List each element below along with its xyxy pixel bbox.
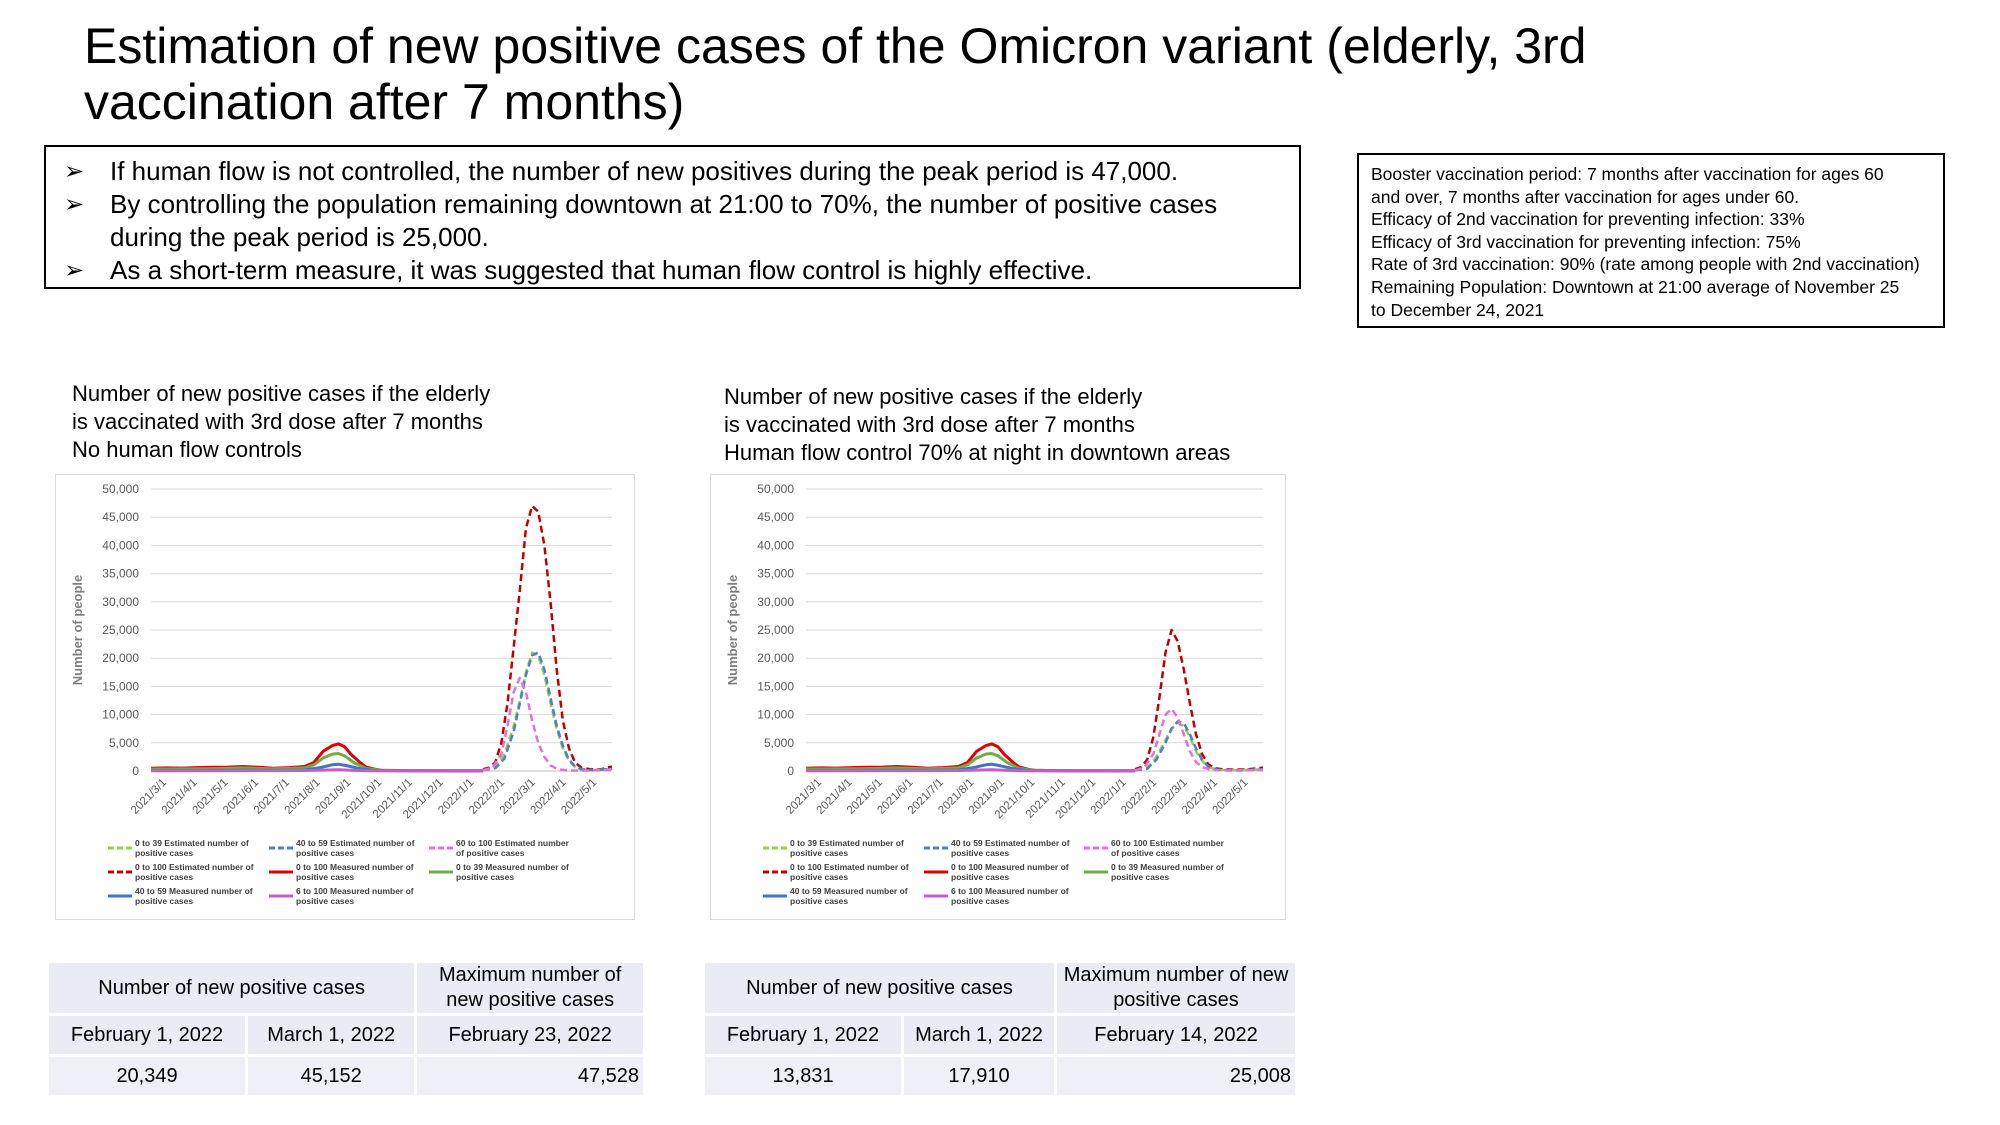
date-cell: March 1, 2022	[904, 1016, 1054, 1054]
date-cell: February 23, 2022	[417, 1016, 643, 1054]
date-cell: March 1, 2022	[248, 1016, 415, 1054]
y-tick-label: 25,000	[102, 623, 139, 637]
series-line-e0_100	[1134, 628, 1264, 771]
chart-1-summary-table: Number of new positive cases Maximum num…	[46, 960, 646, 1098]
legend-label: 40 to 59 Estimated number of positive cas…	[951, 838, 1070, 858]
chart-plot-svg: 50,000 45,000 40,000 35,000 30,000 25,000 20,0…	[725, 482, 1264, 906]
chart-2-title: Number of new positive cases if the elde…	[724, 383, 1230, 467]
y-tick-label: 15,000	[757, 679, 794, 693]
legend-label: 0 to 39 Measured number of positive cases	[1111, 862, 1224, 882]
y-tick-label: 35,000	[757, 567, 794, 581]
chart-2-summary-table: Number of new positive cases Maximum num…	[702, 960, 1298, 1098]
chart-title-line: is vaccinated with 3rd dose after 7 mont…	[72, 409, 483, 434]
series-line-e0_39	[1134, 721, 1264, 772]
header-new-cases: Number of new positive cases	[49, 963, 415, 1013]
value-cell: 13,831	[705, 1057, 901, 1095]
value-cell: 45,152	[248, 1057, 415, 1095]
series-line-e40_59	[482, 651, 613, 772]
series-line-e60_100	[482, 676, 613, 772]
legend-label: 0 to 100 Measured number of positive case…	[951, 862, 1069, 882]
assumption-line: Booster vaccination period: 7 months aft…	[1371, 164, 1884, 184]
header-new-cases: Number of new positive cases	[705, 963, 1054, 1013]
y-tick-label: 45,000	[757, 510, 794, 524]
chart-1-title: Number of new positive cases if the elde…	[72, 380, 490, 464]
assumption-line: Efficacy of 3rd vaccination for preventi…	[1371, 231, 1801, 252]
chart-plot-svg: 50,000 45,000 40,000 35,000 30,000 25,000 20,0…	[70, 482, 613, 906]
assumption-line: to December 24, 2021	[1371, 299, 1545, 320]
series-line-e60_100	[1134, 707, 1264, 772]
y-tick-label: 20,000	[102, 651, 139, 665]
legend-label: 6 to 100 Measured number of positive case…	[951, 886, 1069, 906]
chart-title-line: Number of new positive cases if the elde…	[724, 384, 1143, 409]
chart-title-line: is vaccinated with 3rd dose after 7 mont…	[724, 412, 1135, 437]
assumptions-box: Booster vaccination period: 7 months aft…	[1357, 153, 1945, 328]
bullet-item: ➢ By controlling the population remainin…	[64, 188, 1289, 254]
value-cell: 47,528	[417, 1057, 643, 1095]
arrow-bullet-icon: ➢	[64, 158, 85, 185]
y-tick-label: 5,000	[764, 736, 794, 750]
y-tick-label: 15,000	[102, 679, 139, 693]
y-tick-label: 0	[787, 764, 794, 778]
arrow-bullet-icon: ➢	[64, 191, 85, 218]
value-cell: 20,349	[49, 1057, 246, 1095]
y-tick-label: 40,000	[757, 538, 794, 552]
header-max-cases: Maximum number of new positive cases	[1057, 963, 1295, 1013]
assumption-line: Rate of 3rd vaccination: 90% (rate among…	[1371, 254, 1920, 275]
y-tick-label: 50,000	[102, 482, 139, 496]
summary-bullets-box: ➢ If human flow is not controlled, the n…	[44, 145, 1301, 289]
value-cell: 17,910	[904, 1057, 1054, 1095]
bullet-text: By controlling the population remaining …	[110, 189, 1218, 252]
chart-2: 50,000 45,000 40,000 35,000 30,000 25,000 20,0…	[710, 474, 1286, 920]
y-tick-label: 20,000	[757, 651, 794, 665]
legend-label: 40 to 59 Estimated number of positive cas…	[296, 838, 415, 858]
legend-label: 0 to 100 Estimated number of positive cas…	[135, 862, 254, 882]
legend-label: 0 to 100 Estimated number of positive cas…	[790, 862, 909, 882]
y-axis-label: Number of people	[725, 575, 740, 686]
legend-label: 6 to 100 Measured number of positive case…	[296, 886, 414, 906]
date-cell: February 1, 2022	[49, 1016, 246, 1054]
legend-label: 0 to 39 Estimated number of positive case…	[790, 838, 904, 858]
y-tick-label: 30,000	[757, 595, 794, 609]
y-tick-label: 35,000	[102, 567, 139, 581]
y-tick-label: 40,000	[102, 538, 139, 552]
value-cell: 25,008	[1057, 1057, 1295, 1095]
y-tick-label: 10,000	[757, 708, 794, 722]
y-tick-label: 5,000	[109, 736, 139, 750]
date-cell: February 1, 2022	[705, 1016, 901, 1054]
page-title: Estimation of new positive cases of the …	[84, 18, 1587, 130]
y-tick-label: 30,000	[102, 595, 139, 609]
header-max-cases: Maximum number of new positive cases	[417, 963, 643, 1013]
legend-label: 40 to 59 Measured number of positive case…	[790, 886, 908, 906]
legend-label: 0 to 39 Estimated number of positive case…	[135, 838, 249, 858]
y-tick-label: 45,000	[102, 510, 139, 524]
chart-title-line: Number of new positive cases if the elde…	[72, 381, 491, 406]
bullet-text: If human flow is not controlled, the num…	[110, 156, 1179, 186]
series-line-m60_100	[151, 768, 483, 773]
legend-label: 60 to 100 Estimated number of positive ca…	[456, 838, 570, 858]
series-line-e0_39	[482, 651, 613, 772]
assumption-line: Efficacy of 2nd vaccination for preventi…	[1371, 209, 1805, 230]
assumption-line: Remaining Population: Downtown at 21:00 …	[1371, 276, 1900, 297]
y-axis-label: Number of people	[70, 575, 85, 686]
y-tick-label: 50,000	[757, 482, 794, 496]
bullet-item: ➢ If human flow is not controlled, the n…	[64, 155, 1289, 188]
y-tick-label: 10,000	[102, 708, 139, 722]
y-tick-label: 25,000	[757, 623, 794, 637]
y-tick-label: 0	[132, 764, 139, 778]
chart-1: 50,000 45,000 40,000 35,000 30,000 25,000 20,0…	[55, 474, 635, 920]
series-line-e0_100	[482, 504, 613, 771]
series-line-m60_100	[806, 768, 1135, 773]
legend-label: 0 to 39 Measured number of positive cases	[456, 862, 569, 882]
bullet-text: As a short-term measure, it was suggeste…	[110, 255, 1093, 285]
chart-title-line: Human flow control 70% at night in downt…	[724, 440, 1231, 465]
legend-label: 40 to 59 Measured number of positive case…	[135, 886, 253, 906]
arrow-bullet-icon: ➢	[64, 257, 85, 284]
assumption-line: and over, 7 months after vaccination for…	[1371, 186, 1800, 207]
legend-label: 0 to 100 Measured number of positive case…	[296, 862, 414, 882]
chart-title-line: No human flow controls	[72, 437, 302, 462]
date-cell: February 14, 2022	[1057, 1016, 1295, 1054]
legend-label: 60 to 100 Estimated number of positive ca…	[1111, 838, 1225, 858]
bullet-item: ➢ As a short-term measure, it was sugges…	[64, 254, 1289, 287]
